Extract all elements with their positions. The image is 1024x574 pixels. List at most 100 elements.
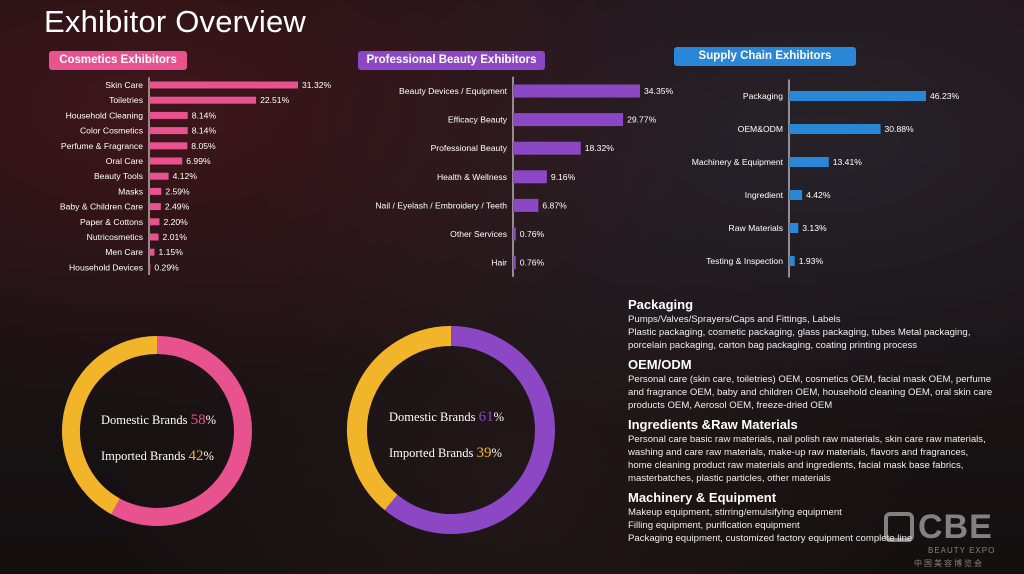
- info-heading: Machinery & Equipment: [628, 490, 777, 505]
- cosmetics-category-label: Skin Care: [105, 80, 143, 90]
- professional-bar: [513, 170, 547, 184]
- professional-category-label: Hair: [491, 258, 507, 268]
- info-line: Packaging equipment, customized factory …: [628, 533, 913, 544]
- professional-value-label: 29.77%: [627, 115, 657, 125]
- cosmetics-value-label: 2.49%: [165, 202, 190, 212]
- cosmetics-bar: [149, 172, 169, 180]
- cosmetics-value-label: 2.59%: [165, 186, 190, 196]
- supply-chain-bar: [789, 256, 795, 266]
- supply-chain-category-label: Machinery & Equipment: [692, 157, 784, 167]
- supply-chain-category-label: Ingredient: [745, 190, 784, 200]
- cosmetics-brands-legend-label: Imported Brands 42%: [101, 448, 214, 464]
- cosmetics-bar: [149, 157, 183, 165]
- cosmetics-bar: [149, 233, 159, 241]
- professional-brands-legend-label: Imported Brands 39%: [389, 445, 502, 461]
- professional-bar: [513, 141, 581, 155]
- cosmetics-bar: [149, 142, 188, 150]
- professional-brands-legend-category: Imported Brands: [389, 446, 476, 460]
- cosmetics-brands-legend-unit: %: [203, 449, 213, 463]
- cosmetics-brands-legend-category: Imported Brands: [101, 449, 188, 463]
- info-line: Plastic packaging, cosmetic packaging, g…: [628, 327, 971, 338]
- professional-value-label: 18.32%: [585, 143, 615, 153]
- professional-brands-legend-value: 39: [476, 445, 491, 461]
- cbe-logo-mark-icon: [884, 512, 914, 542]
- info-line: Personal care (skin care, toiletries) OE…: [628, 374, 992, 385]
- cosmetics-value-label: 31.32%: [302, 80, 332, 90]
- cosmetics-value-label: 8.14%: [192, 126, 217, 136]
- cosmetics-category-label: Perfume & Fragrance: [61, 141, 143, 151]
- cosmetics-value-label: 4.12%: [173, 171, 198, 181]
- professional-bar: [513, 84, 640, 98]
- professional-chart-title: Professional Beauty Exhibitors: [358, 51, 545, 70]
- supply-chain-category-label: Testing & Inspection: [706, 256, 783, 266]
- cosmetics-bar: [149, 127, 188, 135]
- supply-chain-value-label: 1.93%: [799, 256, 824, 266]
- cosmetics-category-label: Household Cleaning: [66, 110, 144, 120]
- supply-chain-info: Packaging Pumps/Valves/Sprayers/Caps and …: [628, 292, 1018, 545]
- cbe-logo-text: CBE: [918, 508, 993, 546]
- supply-chain-value-label: 30.88%: [885, 124, 915, 134]
- supply-chain-category-label: OEM&ODM: [738, 124, 783, 134]
- cosmetics-value-label: 8.05%: [191, 141, 216, 151]
- cosmetics-value-label: 2.20%: [163, 217, 188, 227]
- professional-bar: [513, 256, 516, 270]
- cosmetics-bar: [149, 111, 188, 119]
- professional-brands-legend-value: 61: [479, 409, 494, 425]
- professional-value-label: 0.76%: [520, 229, 545, 239]
- info-line: washing and care raw materials, make-up …: [628, 447, 969, 458]
- professional-brands-donut-slice: [347, 326, 452, 511]
- professional-category-label: Professional Beauty: [431, 143, 508, 153]
- cbe-logo-subtitle: BEAUTY EXPO: [928, 546, 996, 555]
- cosmetics-bar: [149, 248, 155, 256]
- cosmetics-brands-donut-slice: [111, 336, 252, 526]
- cbe-logo: CBE BEAUTY EXPO 中国美容博览会: [884, 508, 1024, 574]
- cosmetics-bar: [149, 187, 162, 195]
- info-line: home cleaning product raw materials and …: [628, 460, 964, 471]
- professional-brands-donut-slice: [384, 326, 555, 534]
- supply-chain-chart-title: Supply Chain Exhibitors: [674, 47, 856, 66]
- cosmetics-category-label: Men Care: [105, 247, 143, 257]
- cosmetics-brands-legend-value: 42: [188, 448, 203, 464]
- professional-bar: [513, 227, 516, 241]
- cosmetics-bar: [149, 203, 161, 211]
- professional-category-label: Efficacy Beauty: [448, 115, 508, 125]
- cbe-logo-cn: 中国美容博览会: [914, 559, 984, 568]
- cosmetics-chart-title: Cosmetics Exhibitors: [49, 51, 187, 70]
- supply-chain-bar: [789, 223, 799, 233]
- cosmetics-brands-legend-category: Domestic Brands: [101, 413, 191, 427]
- supply-chain-value-label: 4.42%: [806, 190, 831, 200]
- cosmetics-value-label: 1.15%: [158, 247, 183, 257]
- professional-value-label: 9.16%: [551, 172, 576, 182]
- cosmetics-value-label: 8.14%: [192, 110, 217, 120]
- cosmetics-category-label: Paper & Cottons: [80, 217, 143, 227]
- cosmetics-category-label: Household Devices: [69, 262, 143, 272]
- info-line: porcelain packaging, carton bag packagin…: [628, 340, 918, 351]
- professional-category-label: Nail / Eyelash / Embroidery / Teeth: [375, 200, 507, 210]
- cosmetics-category-label: Color Cosmetics: [80, 126, 143, 136]
- professional-bar: [513, 113, 624, 127]
- professional-category-label: Health & Wellness: [437, 172, 507, 182]
- info-heading: Ingredients &Raw Materials: [628, 417, 798, 432]
- supply-chain-bar: [789, 124, 881, 134]
- supply-chain-bar: [789, 91, 926, 101]
- cosmetics-bar: [149, 263, 151, 271]
- page-title: Exhibitor Overview: [44, 4, 307, 39]
- info-line: Pumps/Valves/Sprayers/Caps and Fittings,…: [628, 314, 841, 325]
- professional-brands-legend-unit: %: [494, 410, 504, 424]
- professional-category-label: Beauty Devices / Equipment: [399, 86, 508, 96]
- professional-brands-legend-label: Domestic Brands 61%: [389, 409, 504, 425]
- cosmetics-brands-legend-label: Domestic Brands 58%: [101, 412, 216, 428]
- professional-value-label: 0.76%: [520, 258, 545, 268]
- cosmetics-value-label: 0.29%: [154, 262, 179, 272]
- info-line: and fragrance OEM, baby and children OEM…: [628, 387, 993, 398]
- cosmetics-brands-legend-unit: %: [206, 413, 216, 427]
- professional-category-label: Other Services: [450, 229, 507, 239]
- cosmetics-brands-legend-value: 58: [191, 412, 206, 428]
- cosmetics-category-label: Baby & Children Care: [60, 202, 143, 212]
- cosmetics-value-label: 6.99%: [186, 156, 211, 166]
- cosmetics-bar: [149, 218, 160, 226]
- info-line: Makeup equipment, stirring/emulsifying e…: [628, 507, 842, 518]
- supply-chain-value-label: 46.23%: [930, 91, 960, 101]
- info-heading: Packaging: [628, 297, 694, 312]
